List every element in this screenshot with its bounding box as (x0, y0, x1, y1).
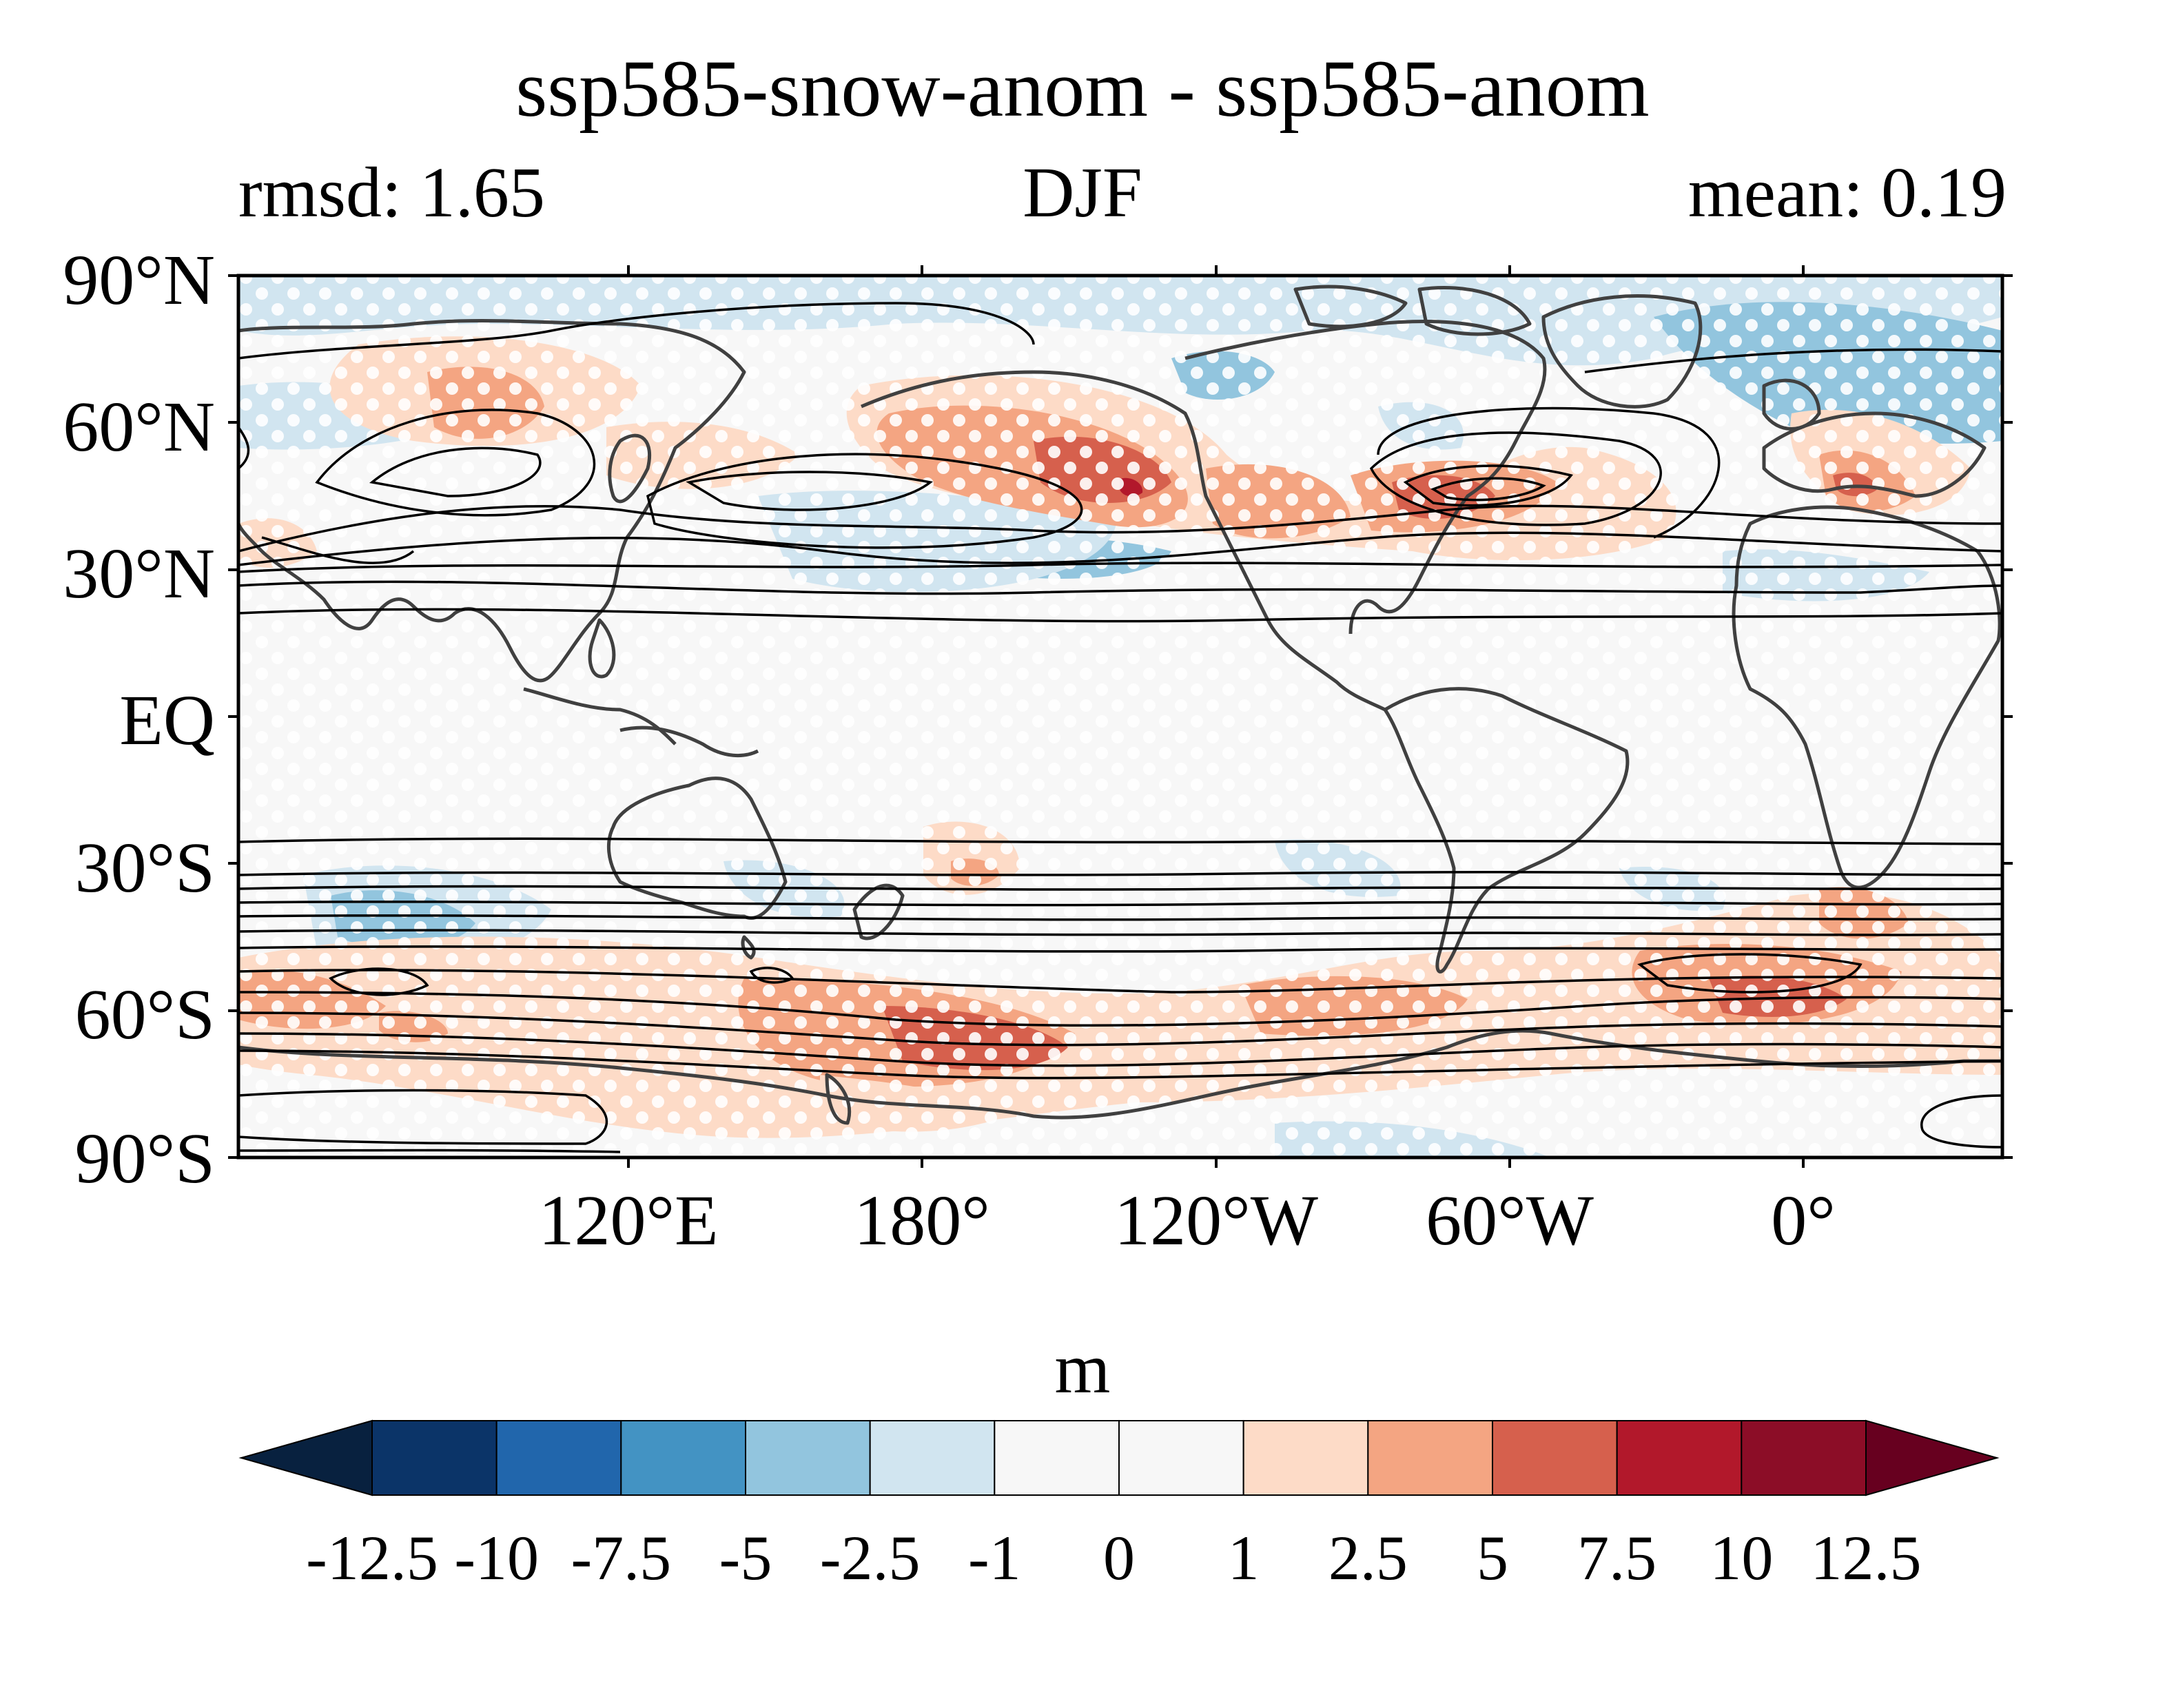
lon-label-180: 180° (854, 1181, 990, 1260)
colorbar-units-label: m (1054, 1329, 1111, 1408)
map-ticks (228, 265, 2013, 1168)
colorbar-tick-label: -1 (968, 1523, 1021, 1593)
colorbar-box (994, 1420, 1120, 1496)
coastlines (238, 285, 2002, 1125)
colorbar-tick-label: 1 (1227, 1523, 1260, 1593)
lat-label-90n: 90°N (63, 240, 215, 320)
colorbar-box (1118, 1420, 1244, 1496)
plot-title: ssp585-snow-anom - ssp585-anom (515, 43, 1650, 134)
significance-stippling (238, 276, 2002, 1157)
colorbar-box (745, 1420, 871, 1496)
colorbar-box (1242, 1420, 1369, 1496)
colorbar-box (1492, 1420, 1618, 1496)
colorbar (238, 1419, 2000, 1496)
lon-label-0: 0° (1771, 1181, 1836, 1260)
colorbar-box (1741, 1420, 1867, 1496)
lon-label-120e: 120°E (538, 1181, 719, 1260)
rmsd-subtitle: rmsd: 1.65 (238, 153, 545, 232)
lat-label-90s: 90°S (74, 1119, 215, 1198)
colorbar-tick-label: -10 (454, 1523, 539, 1593)
colorbar-tick-label: -2.5 (819, 1523, 921, 1593)
season-subtitle: DJF (1023, 153, 1142, 232)
lat-label-60s: 60°S (74, 975, 215, 1054)
lon-label-120w: 120°W (1114, 1181, 1318, 1260)
colorbar-tick-label: 2.5 (1328, 1523, 1408, 1593)
colorbar-box (869, 1420, 996, 1496)
colorbar-box (495, 1420, 622, 1496)
colorbar-tick-label: 12.5 (1810, 1523, 1922, 1593)
colorbar-tick-label: -12.5 (306, 1523, 438, 1593)
mean-subtitle: mean: 0.19 (1687, 153, 2007, 232)
colorbar-box (1616, 1420, 1743, 1496)
colorbar-tick-label: 0 (1103, 1523, 1135, 1593)
lat-label-30s: 30°S (74, 828, 215, 907)
colorbar-box (1367, 1420, 1494, 1496)
contour-lines (238, 302, 2002, 1153)
lat-label-30n: 30°N (63, 534, 215, 613)
colorbar-tick-label: -5 (719, 1523, 772, 1593)
colorbar-tick-label: 7.5 (1577, 1523, 1657, 1593)
colorbar-tick-label: -7.5 (571, 1523, 672, 1593)
colorbar-box (620, 1420, 746, 1496)
colorbar-tick-label: 5 (1477, 1523, 1508, 1593)
lat-label-60n: 60°N (63, 387, 215, 466)
lon-label-60w: 60°W (1426, 1181, 1594, 1260)
colorbar-extend-high (1865, 1419, 2000, 1496)
colorbar-tick-label: 10 (1710, 1523, 1774, 1593)
lat-label-eq: EQ (119, 681, 215, 760)
colorbar-box (371, 1420, 497, 1496)
colorbar-extend-low (238, 1419, 373, 1496)
